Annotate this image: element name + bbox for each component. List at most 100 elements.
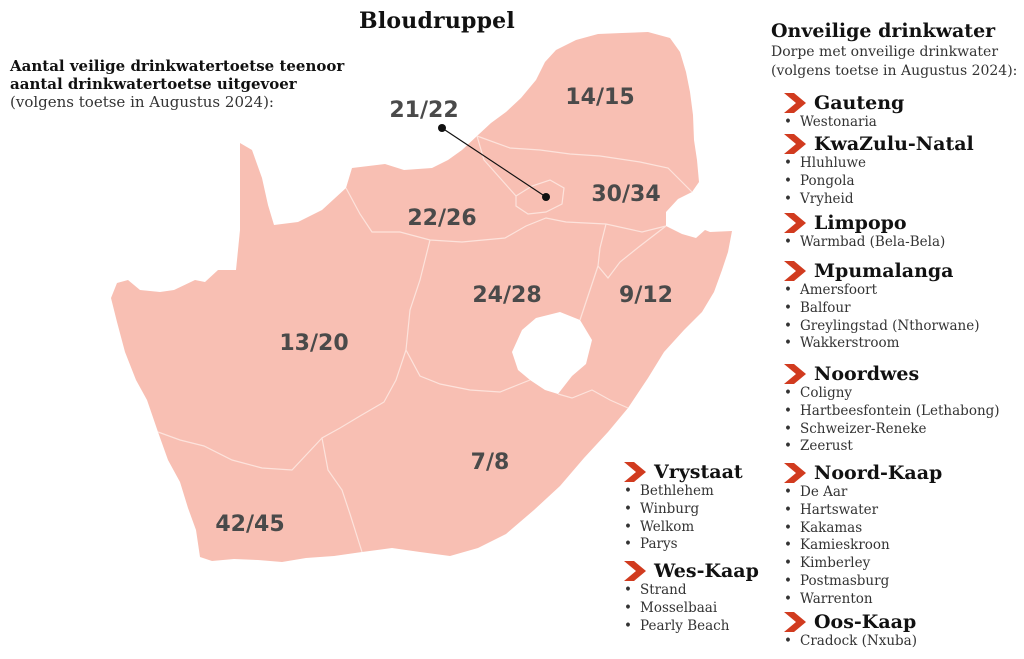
- legend-town-item: Postmasburg: [784, 573, 942, 591]
- legend-town-item: Balfour: [784, 300, 980, 318]
- legend-province-header: Vrystaat: [622, 461, 743, 483]
- legend-town-item: Amersfoort: [784, 282, 980, 300]
- legend-town-item: Strand: [624, 582, 759, 600]
- border-noordwes-east: [476, 135, 517, 197]
- legend-header: Onveilige drinkwater Dorpe met onveilige…: [771, 20, 1021, 80]
- gauteng-pointer: [438, 124, 550, 201]
- region-label-gauteng: 21/22: [389, 98, 458, 123]
- subtitle-note: (volgens toetse in Augustus 2024):: [10, 93, 274, 111]
- legend-town-item: Bethlehem: [624, 483, 743, 501]
- region-label-kwazulu-natal: 9/12: [619, 283, 673, 308]
- chevron-right-icon: [784, 213, 806, 233]
- legend-province-header: Gauteng: [782, 92, 904, 114]
- chevron-right-icon: [784, 612, 806, 632]
- province-borders: [157, 135, 693, 553]
- legend-province-header: Limpopo: [782, 212, 945, 234]
- legend-subheading-1: Dorpe met onveilige drinkwater: [771, 44, 999, 60]
- legend-town-list: HluhluwePongolaVryheid: [782, 155, 974, 208]
- region-label-mpumalanga: 30/34: [591, 182, 660, 207]
- legend-province-header: Noordwes: [782, 363, 1000, 385]
- border-mpumalanga-kzn: [597, 223, 667, 279]
- legend-town-list: Cradock (Nxuba): [782, 633, 917, 651]
- legend-town-item: Cradock (Nxuba): [784, 633, 917, 651]
- chevron-right-icon: [784, 463, 806, 483]
- legend-town-item: Kimberley: [784, 555, 942, 573]
- border-oos-kaap-north: [557, 389, 629, 409]
- region-label-oos-kaap: 7/8: [471, 450, 510, 475]
- legend-town-list: StrandMosselbaaiPearly Beach: [622, 582, 759, 635]
- legend-town-item: Welkom: [624, 519, 743, 537]
- legend-province-name: Wes-Kaap: [654, 560, 759, 582]
- legend-province-header: KwaZulu-Natal: [782, 133, 974, 155]
- pointer-end-dot: [542, 193, 550, 201]
- legend-town-item: Hluhluwe: [784, 155, 974, 173]
- region-label-noordwes: 22/26: [407, 206, 476, 231]
- legend-province-header: Noord-Kaap: [782, 462, 942, 484]
- legend-town-item: Pongola: [784, 173, 974, 191]
- legend-town-list: ColignyHartbeesfontein (Lethabong)Schwei…: [782, 385, 1000, 456]
- legend-province-kwazulu-natal: KwaZulu-NatalHluhluwePongolaVryheid: [782, 133, 974, 208]
- legend-province-limpopo: LimpopoWarmbad (Bela-Bela): [782, 212, 945, 252]
- legend-town-list: Westonaria: [782, 114, 904, 132]
- legend-province-noord-kaap: Noord-KaapDe AarHartswaterKakamasKamiesk…: [782, 462, 942, 609]
- legend-town-item: Westonaria: [784, 114, 904, 132]
- pointer-start-dot: [438, 124, 446, 132]
- border-gauteng: [515, 179, 565, 215]
- legend-province-name: Oos-Kaap: [814, 611, 917, 633]
- border-vrystaat-west: [405, 239, 531, 393]
- border-limpopo-south: [476, 135, 693, 193]
- legend-town-item: Parys: [624, 536, 743, 554]
- legend-town-item: Schweizer-Reneke: [784, 421, 1000, 439]
- legend-province-name: Limpopo: [814, 212, 907, 234]
- map-title: Bloudruppel: [359, 8, 515, 34]
- legend-subheading-2: (volgens toetse in Augustus 2024):: [771, 63, 1018, 79]
- border-vrystaat-kzn: [579, 265, 599, 321]
- legend-province-noordwes: NoordwesColignyHartbeesfontein (Lethabon…: [782, 363, 1000, 456]
- legend-town-item: De Aar: [784, 484, 942, 502]
- subtitle-line-1: Aantal veilige drinkwatertoetse teenoor: [10, 57, 345, 75]
- chevron-right-icon: [784, 261, 806, 281]
- legend-town-item: Warrenton: [784, 591, 942, 609]
- chevron-right-icon: [784, 134, 806, 154]
- legend-town-list: BethlehemWinburgWelkomParys: [622, 483, 743, 554]
- chevron-right-icon: [784, 93, 806, 113]
- legend-heading: Onveilige drinkwater: [771, 20, 996, 42]
- legend-town-item: Hartbeesfontein (Lethabong): [784, 403, 1000, 421]
- legend-province-wes-kaap: Wes-KaapStrandMosselbaaiPearly Beach: [622, 560, 759, 635]
- region-label-vrystaat: 24/28: [472, 283, 541, 308]
- subtitle-line-2: aantal drinkwatertoetse uitgevoer: [10, 75, 297, 93]
- legend-province-name: Noordwes: [814, 363, 920, 385]
- legend-province-name: Vrystaat: [654, 461, 743, 483]
- legend-province-gauteng: GautengWestonaria: [782, 92, 904, 132]
- legend-town-item: Mosselbaai: [624, 600, 759, 618]
- region-label-noord-kaap: 13/20: [279, 331, 348, 356]
- border-noord-kaap-oos-kaap: [321, 349, 407, 553]
- legend-town-item: Kakamas: [784, 520, 942, 538]
- legend-province-name: Noord-Kaap: [814, 462, 943, 484]
- chevron-right-icon: [624, 561, 646, 581]
- region-label-wes-kaap: 42/45: [215, 512, 284, 537]
- legend-province-name: Gauteng: [814, 92, 905, 114]
- legend-town-item: Vryheid: [784, 191, 974, 209]
- legend-town-list: AmersfoortBalfourGreylingstad (Nthorwane…: [782, 282, 980, 353]
- region-label-limpopo: 14/15: [565, 85, 634, 110]
- legend-province-mpumalanga: MpumalangaAmersfoortBalfourGreylingstad …: [782, 260, 980, 353]
- pointer-line: [441, 127, 547, 198]
- legend-province-vrystaat: VrystaatBethlehemWinburgWelkomParys: [622, 461, 743, 554]
- map-subtitle: Aantal veilige drinkwatertoetse teenoor …: [10, 57, 370, 111]
- legend-town-item: Greylingstad (Nthorwane): [784, 318, 979, 336]
- south-africa-outline: [111, 32, 732, 562]
- legend-province-header: Mpumalanga: [782, 260, 980, 282]
- legend-province-header: Oos-Kaap: [782, 611, 917, 633]
- legend-town-item: Winburg: [624, 501, 743, 519]
- legend-town-list: De AarHartswaterKakamasKamieskroonKimber…: [782, 484, 942, 609]
- legend-town-item: Wakkerstroom: [784, 335, 980, 353]
- legend-province-oos-kaap: Oos-KaapCradock (Nxuba): [782, 611, 917, 651]
- legend-town-item: Kamieskroon: [784, 537, 942, 555]
- legend-province-name: KwaZulu-Natal: [814, 133, 974, 155]
- legend-town-item: Hartswater: [784, 502, 942, 520]
- border-wes-kaap: [157, 431, 323, 471]
- legend-province-header: Wes-Kaap: [622, 560, 759, 582]
- legend-town-list: Warmbad (Bela-Bela): [782, 234, 945, 252]
